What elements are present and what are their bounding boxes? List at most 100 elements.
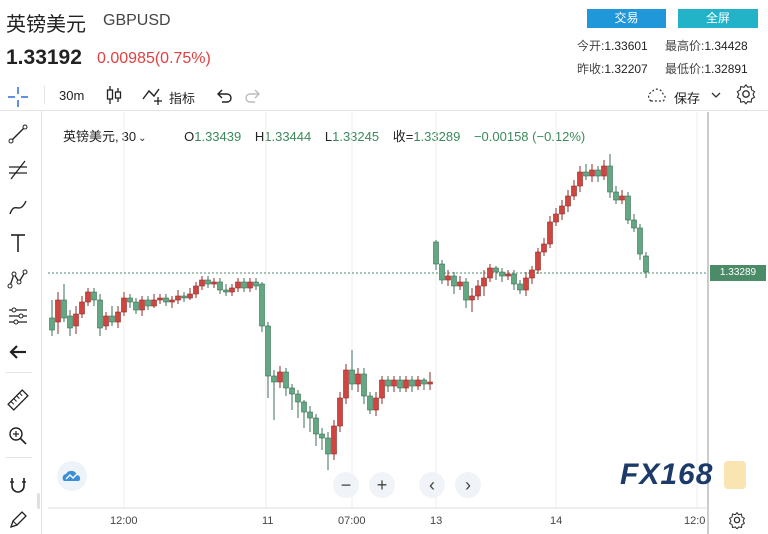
toolbar-collapse-handle[interactable]: [37, 493, 40, 509]
brush-icon[interactable]: [4, 194, 32, 220]
candle: [565, 195, 571, 207]
back-arrow-icon[interactable]: [4, 339, 32, 365]
pair-name: 英镑美元: [6, 14, 86, 36]
candle: [451, 275, 457, 287]
legend-symbol: 英镑美元,: [63, 129, 119, 144]
cloud-icon[interactable]: [645, 86, 669, 109]
indicators-label[interactable]: 指标: [169, 91, 196, 106]
candle: [571, 185, 577, 197]
candle: [61, 299, 67, 319]
candle: [625, 195, 631, 221]
candle: [175, 295, 181, 301]
ruler-icon[interactable]: [4, 387, 32, 413]
candle: [583, 171, 589, 177]
crosshair-icon[interactable]: [6, 85, 30, 114]
gear-icon[interactable]: [735, 83, 757, 110]
trade-button[interactable]: 交易: [587, 9, 666, 28]
gear-icon[interactable]: [728, 511, 746, 534]
candle: [217, 281, 223, 291]
candle: [595, 169, 601, 177]
legend-o-label: O: [184, 129, 195, 144]
candle: [307, 411, 313, 419]
candle: [373, 397, 379, 411]
fullscreen-button[interactable]: 全屏: [678, 9, 758, 28]
x-axis-label: 11: [262, 515, 274, 527]
prev-close-label: 昨收:: [577, 62, 605, 76]
trend-line-icon[interactable]: [4, 121, 32, 147]
high-value: 1.34428: [704, 39, 748, 53]
candle: [493, 267, 499, 273]
scroll-left-button[interactable]: ‹: [419, 472, 445, 498]
candle-type-icon[interactable]: [104, 84, 124, 111]
candle: [403, 379, 409, 389]
candle: [553, 213, 559, 223]
prev-close-value: 1.32207: [604, 62, 648, 76]
candle: [331, 425, 337, 455]
candle: [379, 379, 385, 399]
candle: [421, 379, 427, 385]
candle: [313, 417, 319, 435]
candle: [85, 291, 91, 303]
legend-close: 1.33289: [413, 129, 461, 144]
high-label: 最高价:: [665, 39, 705, 53]
candle: [121, 297, 127, 313]
candle: [211, 281, 217, 285]
candle: [139, 299, 145, 311]
candle: [367, 395, 373, 411]
candle: [295, 393, 301, 403]
legend-c-label: 收=: [392, 129, 414, 144]
legend-high: 1.33444: [264, 129, 312, 144]
candle: [535, 251, 541, 271]
undo-icon[interactable]: [215, 86, 233, 109]
legend-interval[interactable]: 30: [121, 129, 137, 144]
low-stat: 最低价:1.32891: [665, 60, 748, 77]
magnet-icon[interactable]: [4, 472, 32, 498]
redo-icon[interactable]: [244, 86, 262, 109]
current-price: 1.33192: [6, 46, 82, 69]
save-label[interactable]: 保存: [674, 91, 701, 106]
camera-cloud-icon[interactable]: [57, 461, 87, 491]
candle: [157, 297, 163, 301]
candle: [289, 387, 295, 395]
candle: [607, 165, 613, 193]
pattern-icon[interactable]: [4, 266, 32, 292]
chevron-down-icon[interactable]: [710, 88, 722, 106]
candle: [349, 369, 355, 385]
legend-l-label: L: [324, 129, 333, 144]
candle: [241, 281, 247, 289]
candle: [277, 371, 283, 383]
candle: [67, 315, 73, 329]
fib-icon[interactable]: [4, 157, 32, 183]
zoom-out-button[interactable]: −: [333, 472, 359, 498]
indicators-icon[interactable]: [141, 85, 163, 110]
candle: [127, 297, 133, 303]
candle: [103, 315, 109, 327]
interval-selector[interactable]: 30m: [59, 88, 85, 103]
candle: [481, 277, 487, 287]
text-icon[interactable]: [4, 230, 32, 256]
candle: [109, 315, 115, 323]
candle: [319, 433, 325, 439]
measure-icon[interactable]: [4, 303, 32, 329]
zoom-icon[interactable]: [4, 423, 32, 449]
watermark-text: FX168: [620, 458, 714, 491]
chevron-down-icon[interactable]: ⌄: [138, 133, 147, 144]
candle: [271, 375, 277, 383]
zoom-in-button[interactable]: +: [369, 472, 395, 498]
candle: [169, 299, 175, 303]
candle: [637, 227, 643, 255]
candle: [343, 369, 349, 399]
candle: [205, 279, 211, 285]
candle: [475, 285, 481, 297]
candle: [619, 195, 625, 201]
pencil-icon[interactable]: [4, 507, 32, 533]
candle: [397, 379, 403, 389]
candle: [145, 299, 151, 307]
candle: [457, 281, 463, 287]
candle: [361, 373, 367, 397]
last-price-tag: 1.33289: [710, 265, 766, 281]
candle: [463, 281, 469, 301]
prev-close-stat: 昨收:1.32207: [577, 60, 648, 77]
scroll-right-button[interactable]: ›: [455, 472, 481, 498]
